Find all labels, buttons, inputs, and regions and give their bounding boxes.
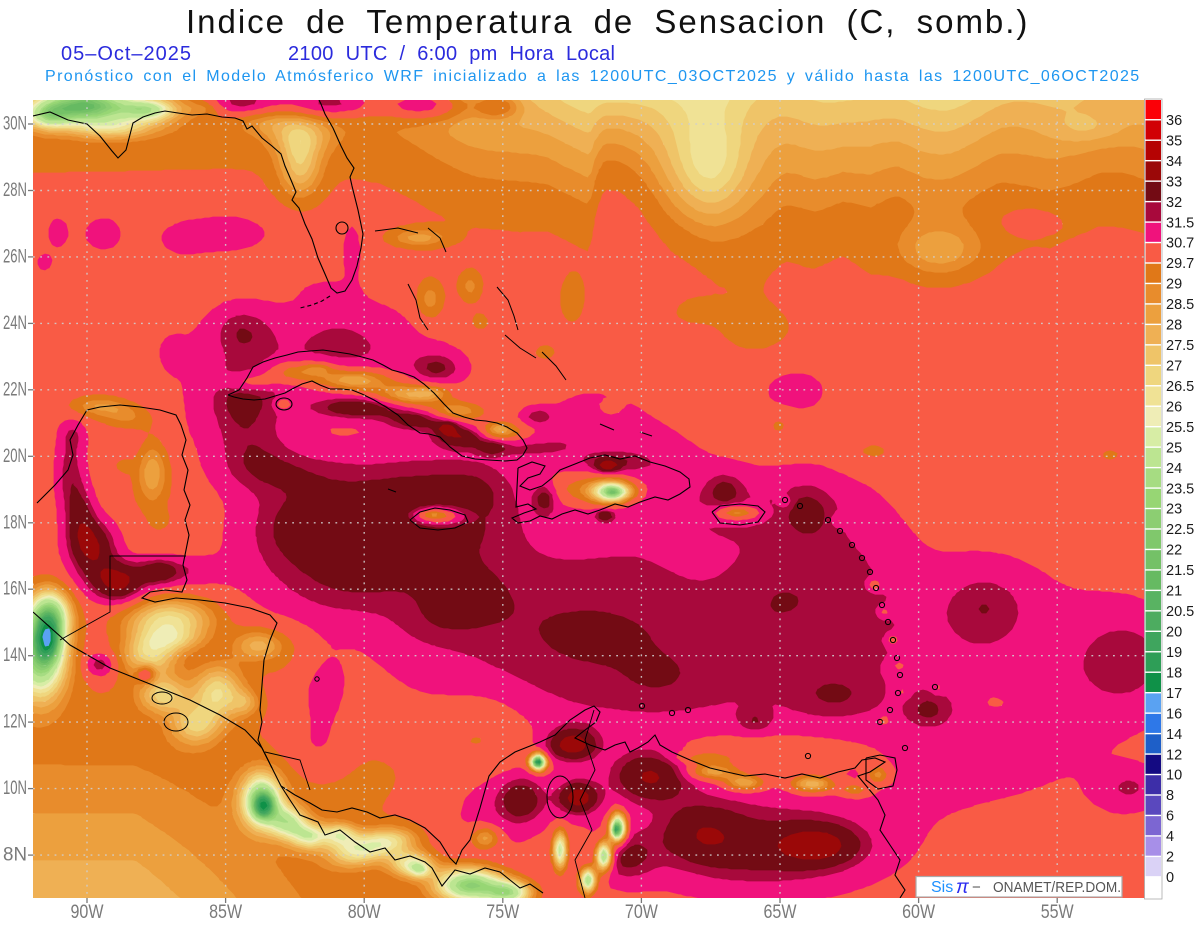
svg-text:70W: 70W — [625, 902, 658, 923]
svg-text:27: 27 — [1166, 359, 1182, 375]
svg-text:19: 19 — [1166, 645, 1182, 661]
svg-text:ONAMET/REP.DOM.: ONAMET/REP.DOM. — [993, 879, 1121, 896]
svg-text:33: 33 — [1166, 174, 1182, 190]
svg-text:21.5: 21.5 — [1166, 563, 1194, 579]
svg-text:10N: 10N — [3, 778, 27, 799]
svg-text:Sis: Sis — [931, 879, 953, 896]
svg-text:31.5: 31.5 — [1166, 215, 1194, 231]
svg-text:14N: 14N — [3, 645, 27, 666]
svg-text:32: 32 — [1166, 195, 1182, 211]
svg-text:23.5: 23.5 — [1166, 481, 1194, 497]
svg-text:12N: 12N — [3, 712, 27, 733]
svg-text:22.5: 22.5 — [1166, 522, 1194, 538]
svg-text:20N: 20N — [3, 446, 27, 467]
svg-text:10: 10 — [1166, 768, 1182, 784]
svg-text:05–Oct–2025: 05–Oct–2025 — [61, 43, 192, 65]
svg-text:18: 18 — [1166, 665, 1182, 681]
svg-text:18N: 18N — [3, 512, 27, 533]
svg-text:35: 35 — [1166, 133, 1182, 149]
svg-text:Pronóstico con el Modelo Atmós: Pronóstico con el Modelo Atmósferico WRF… — [45, 68, 1140, 85]
svg-text:8N: 8N — [3, 845, 27, 866]
svg-text:2: 2 — [1166, 850, 1174, 866]
svg-text:24: 24 — [1166, 461, 1182, 477]
svg-text:16: 16 — [1166, 706, 1182, 722]
svg-text:60W: 60W — [902, 902, 935, 923]
svg-text:14: 14 — [1166, 727, 1182, 743]
svg-text:28: 28 — [1166, 318, 1182, 334]
svg-text:π: π — [956, 877, 970, 898]
svg-text:85W: 85W — [209, 902, 242, 923]
svg-text:26.5: 26.5 — [1166, 379, 1194, 395]
svg-text:17: 17 — [1166, 686, 1182, 702]
svg-text:90W: 90W — [71, 902, 104, 923]
svg-text:Indice de Temperatura de Sensa: Indice de Temperatura de Sensacion (C, s… — [186, 3, 1029, 40]
svg-text:65W: 65W — [764, 902, 797, 923]
svg-text:22: 22 — [1166, 543, 1182, 559]
svg-text:20: 20 — [1166, 625, 1182, 641]
svg-text:23: 23 — [1166, 502, 1182, 518]
svg-text:25.5: 25.5 — [1166, 420, 1194, 436]
svg-text:30.7: 30.7 — [1166, 236, 1194, 252]
svg-text:−: − — [972, 879, 981, 896]
svg-text:34: 34 — [1166, 154, 1182, 170]
svg-text:4: 4 — [1166, 829, 1174, 845]
svg-text:6: 6 — [1166, 809, 1174, 825]
svg-text:26N: 26N — [3, 246, 27, 267]
svg-text:28.5: 28.5 — [1166, 297, 1194, 313]
svg-text:30N: 30N — [3, 114, 27, 135]
svg-text:8: 8 — [1166, 788, 1174, 804]
svg-text:0: 0 — [1166, 870, 1174, 886]
svg-text:36: 36 — [1166, 113, 1182, 129]
svg-text:22N: 22N — [3, 379, 27, 400]
svg-text:2100 UTC / 6:00 pm Hora Local: 2100 UTC / 6:00 pm Hora Local — [288, 43, 616, 65]
svg-text:28N: 28N — [3, 180, 27, 201]
svg-text:29.7: 29.7 — [1166, 256, 1194, 272]
svg-text:25: 25 — [1166, 440, 1182, 456]
svg-text:55W: 55W — [1041, 902, 1074, 923]
svg-text:20.5: 20.5 — [1166, 604, 1194, 620]
svg-text:21: 21 — [1166, 584, 1182, 600]
svg-text:16N: 16N — [3, 579, 27, 600]
svg-text:29: 29 — [1166, 277, 1182, 293]
svg-text:75W: 75W — [486, 902, 519, 923]
svg-text:12: 12 — [1166, 747, 1182, 763]
svg-text:27.5: 27.5 — [1166, 338, 1194, 354]
svg-text:26: 26 — [1166, 399, 1182, 415]
svg-text:80W: 80W — [348, 902, 381, 923]
svg-text:24N: 24N — [3, 313, 27, 334]
